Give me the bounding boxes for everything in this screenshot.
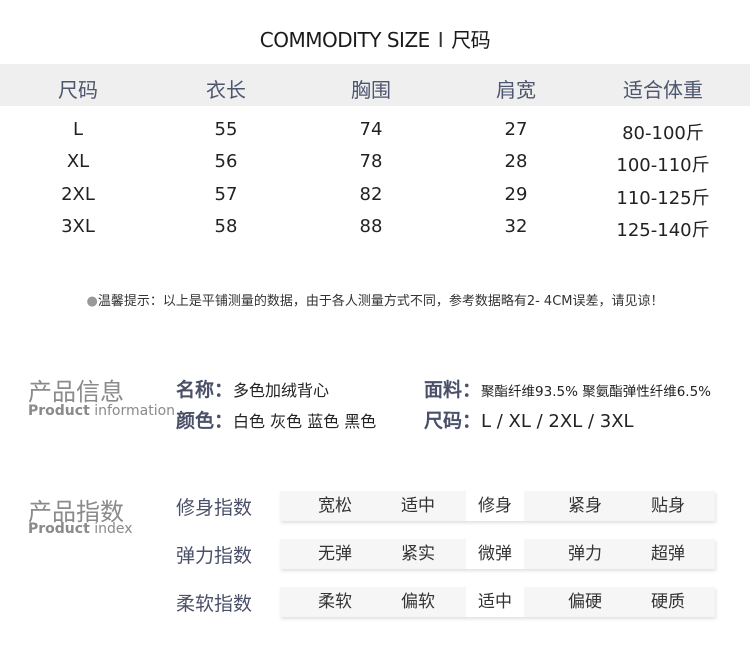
info-heading: 产品信息 [28, 378, 124, 406]
table-cell: XL [66, 151, 90, 172]
table-cell: 58 [214, 216, 238, 237]
info-heading-en-rest: information [89, 403, 176, 419]
table-cell: 3XL [61, 216, 95, 237]
index-option: 弹力 [568, 544, 602, 564]
index-option: 柔软 [318, 592, 352, 612]
table-cell: 27 [504, 119, 528, 140]
table-cell: 125-140斤 [616, 220, 710, 241]
bullet-icon: ● [86, 294, 98, 309]
column-header: 衣长 [206, 78, 246, 102]
index-option: 宽松 [318, 496, 352, 516]
index-heading-en-rest: index [89, 521, 133, 537]
table-cell: 100-110斤 [616, 155, 710, 176]
table-cell: 56 [214, 151, 238, 172]
fabric-value: 聚酯纤维93.5% 聚氨酯弹性纤维6.5% [481, 384, 711, 400]
size-label: 尺码： [424, 410, 482, 432]
index-option-selected: 修身 [466, 491, 524, 521]
index-option-selected: 微弹 [466, 539, 524, 569]
title-en: COMMODITY SIZE [259, 28, 430, 52]
index-option: 硬质 [651, 592, 685, 612]
table-cell: 2XL [61, 184, 95, 205]
index-scale: 宽松 适中 修身 紧身 贴身 [280, 491, 715, 521]
title-zh: 尺码 [451, 28, 491, 52]
index-option: 贴身 [651, 496, 685, 516]
index-heading-en: Product index [28, 521, 133, 537]
table-cell: 57 [214, 184, 238, 205]
name-label: 名称： [176, 379, 234, 401]
table-cell: 88 [359, 216, 383, 237]
color-value: 白色 灰色 蓝色 黑色 [233, 412, 377, 431]
index-scale: 无弹 紧实 微弹 弹力 超弹 [280, 539, 715, 569]
measurement-note: ●温馨提示：以上是平铺测量的数据，由于各人测量方式不同，参考数据略有2- 4CM… [0, 290, 750, 309]
table-cell: 29 [504, 184, 528, 205]
index-heading: 产品指数 [28, 498, 124, 526]
size-value: L / XL / 2XL / 3XL [481, 411, 634, 432]
column-header: 胸围 [351, 78, 391, 102]
table-cell: 55 [214, 119, 238, 140]
page-title: COMMODITY SIZE I 尺码 [0, 24, 750, 53]
column-header: 肩宽 [496, 78, 536, 102]
table-cell: 80-100斤 [622, 123, 704, 144]
title-separator: I [437, 28, 444, 52]
index-option: 紧身 [568, 496, 602, 516]
column-header: 适合体重 [623, 78, 703, 102]
index-option: 无弹 [318, 544, 352, 564]
table-cell: 110-125斤 [616, 188, 710, 209]
fabric-field: 面料：聚酯纤维93.5% 聚氨酯弹性纤维6.5% [424, 375, 711, 402]
table-cell: 82 [359, 184, 383, 205]
color-field: 颜色：白色 灰色 蓝色 黑色 [176, 406, 376, 433]
note-text: 温馨提示：以上是平铺测量的数据，由于各人测量方式不同，参考数据略有2- 4CM误… [97, 294, 664, 309]
index-option: 紧实 [401, 544, 435, 564]
index-scale: 柔软 偏软 适中 偏硬 硬质 [280, 587, 715, 617]
size-field: 尺码：L / XL / 2XL / 3XL [424, 406, 634, 433]
index-option: 偏软 [401, 592, 435, 612]
name-value: 多色加绒背心 [233, 381, 330, 400]
index-option: 超弹 [651, 544, 685, 564]
index-heading-en-bold: Product [28, 521, 90, 537]
name-field: 名称：多色加绒背心 [176, 375, 329, 402]
size-table-header: 尺码 衣长 胸围 肩宽 适合体重 [0, 64, 750, 106]
table-cell: 78 [359, 151, 383, 172]
index-option: 偏硬 [568, 592, 602, 612]
info-heading-en: Product information [28, 403, 175, 419]
index-label: 柔软指数 [176, 593, 253, 615]
table-cell: 74 [359, 119, 383, 140]
table-cell: 32 [504, 216, 528, 237]
table-cell: L [72, 119, 84, 140]
index-label: 弹力指数 [176, 545, 253, 567]
color-label: 颜色： [176, 410, 234, 432]
index-option-selected: 适中 [466, 587, 524, 617]
fabric-label: 面料： [424, 379, 482, 401]
index-label: 修身指数 [176, 497, 253, 519]
column-header: 尺码 [58, 78, 98, 102]
info-heading-en-bold: Product [28, 403, 90, 419]
table-cell: 28 [504, 151, 528, 172]
index-option: 适中 [401, 496, 435, 516]
